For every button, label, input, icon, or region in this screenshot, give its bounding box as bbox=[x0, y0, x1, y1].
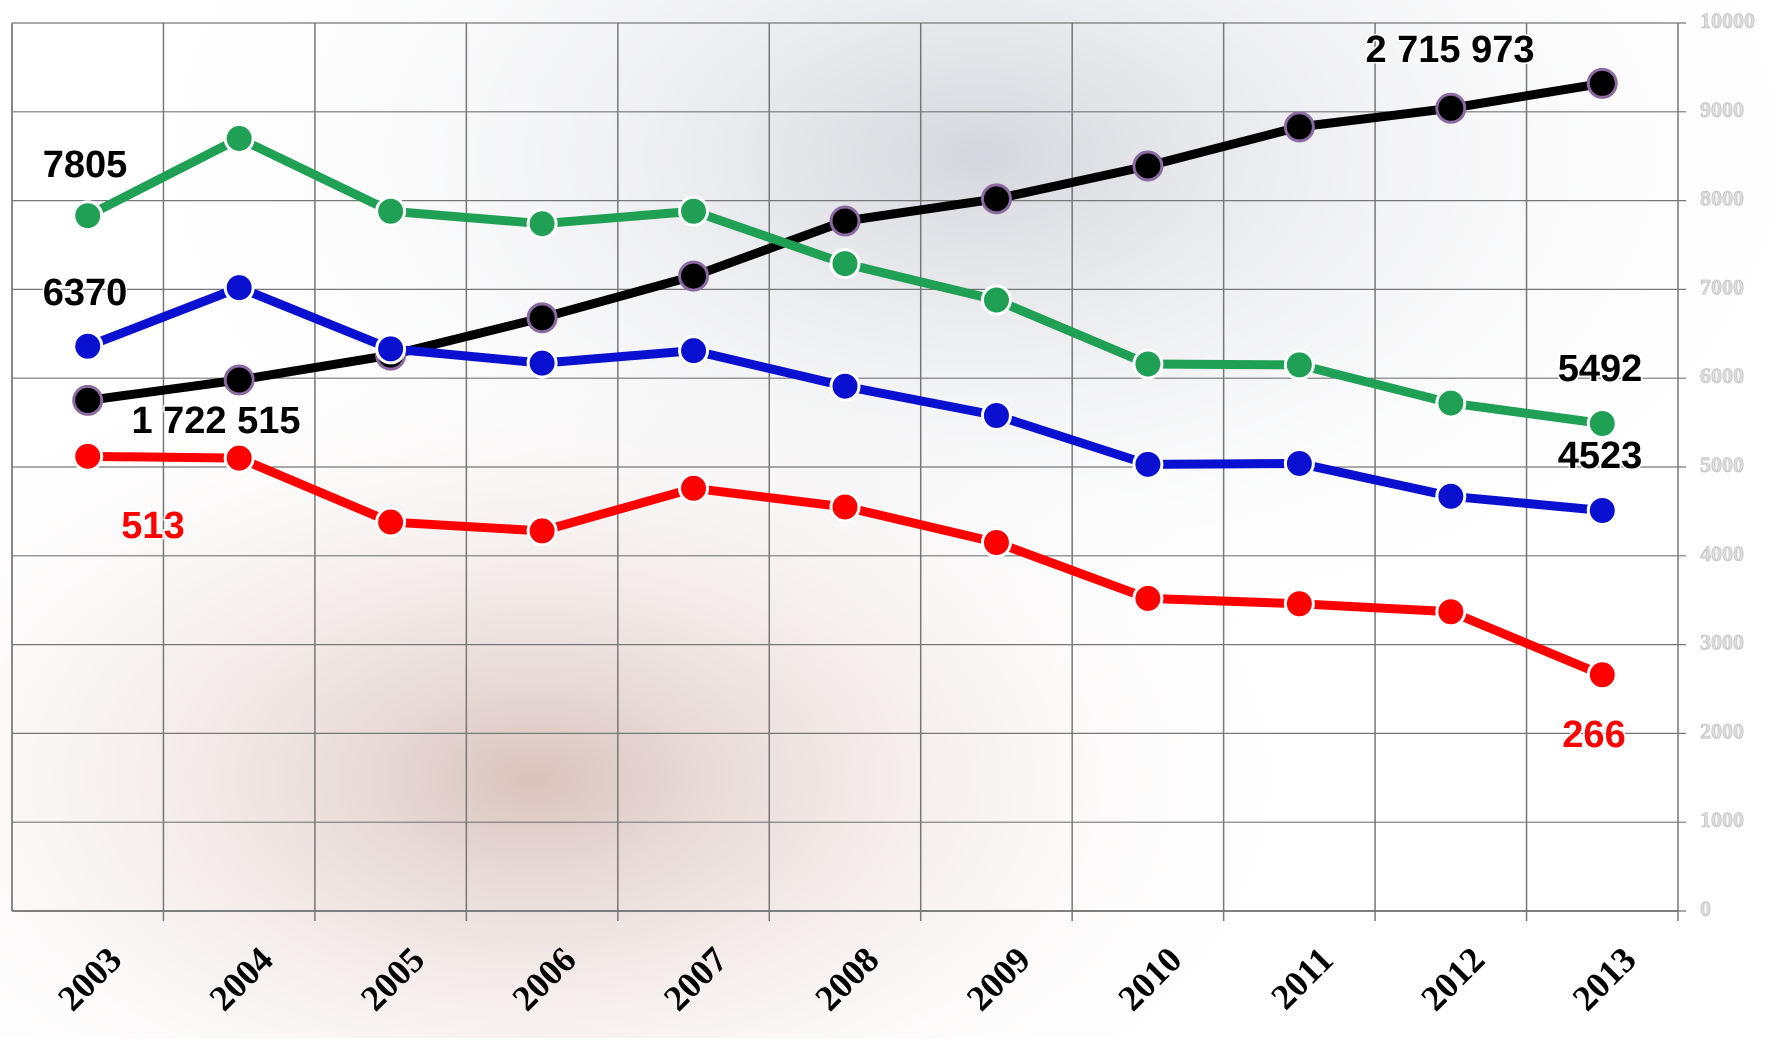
annotation: 1 722 515 bbox=[131, 400, 300, 442]
y-tick-label: 3000 bbox=[1700, 630, 1744, 655]
data-point bbox=[375, 506, 407, 538]
data-point bbox=[980, 183, 1012, 215]
data-point bbox=[678, 195, 710, 227]
annotation: 4523 bbox=[1558, 435, 1643, 477]
data-point bbox=[1283, 349, 1315, 381]
y-tick-label: 2000 bbox=[1700, 718, 1744, 743]
data-point bbox=[1132, 348, 1164, 380]
y-tick-label: 1000 bbox=[1700, 807, 1744, 832]
data-point bbox=[72, 440, 104, 472]
data-point bbox=[1132, 582, 1164, 614]
annotation: 2 715 973 bbox=[1365, 29, 1534, 71]
data-point bbox=[678, 260, 710, 292]
data-point bbox=[1283, 111, 1315, 143]
data-point bbox=[526, 302, 558, 334]
data-point bbox=[526, 347, 558, 379]
data-point bbox=[375, 195, 407, 227]
data-point bbox=[223, 442, 255, 474]
y-tick-label: 0 bbox=[1700, 896, 1711, 921]
y-tick-label: 9000 bbox=[1700, 97, 1744, 122]
data-point bbox=[1586, 407, 1618, 439]
data-point bbox=[1586, 67, 1618, 99]
y-tick-label: 7000 bbox=[1700, 274, 1744, 299]
data-point bbox=[1132, 448, 1164, 480]
y-tick-label: 10000 bbox=[1700, 8, 1755, 33]
data-point bbox=[829, 370, 861, 402]
y-tick-label: 6000 bbox=[1700, 363, 1744, 388]
data-point bbox=[980, 284, 1012, 316]
data-point bbox=[1283, 447, 1315, 479]
data-point bbox=[1132, 150, 1164, 182]
annotation: 513 bbox=[121, 505, 184, 547]
data-point bbox=[678, 472, 710, 504]
data-point bbox=[375, 333, 407, 365]
data-point bbox=[1283, 588, 1315, 620]
data-point bbox=[223, 364, 255, 396]
annotation: 6370 bbox=[43, 272, 128, 314]
y-tick-label: 4000 bbox=[1700, 541, 1744, 566]
data-point bbox=[1435, 480, 1467, 512]
y-tick-label: 8000 bbox=[1700, 186, 1744, 211]
data-point bbox=[526, 515, 558, 547]
annotation: 7805 bbox=[43, 144, 128, 186]
data-point bbox=[678, 335, 710, 367]
data-point bbox=[829, 205, 861, 237]
data-point bbox=[223, 122, 255, 154]
y-tick-label: 5000 bbox=[1700, 452, 1744, 477]
data-point bbox=[526, 208, 558, 240]
data-point bbox=[223, 272, 255, 304]
data-point bbox=[980, 526, 1012, 558]
data-point bbox=[980, 399, 1012, 431]
annotation: 266 bbox=[1562, 714, 1625, 756]
data-point bbox=[72, 330, 104, 362]
data-point bbox=[1586, 659, 1618, 691]
data-point bbox=[1586, 495, 1618, 527]
data-point bbox=[1435, 387, 1467, 419]
data-point bbox=[1435, 92, 1467, 124]
data-point bbox=[1435, 596, 1467, 628]
data-point bbox=[72, 384, 104, 416]
data-point bbox=[829, 248, 861, 280]
data-point bbox=[829, 491, 861, 523]
data-point bbox=[72, 200, 104, 232]
annotation: 5492 bbox=[1558, 348, 1643, 390]
